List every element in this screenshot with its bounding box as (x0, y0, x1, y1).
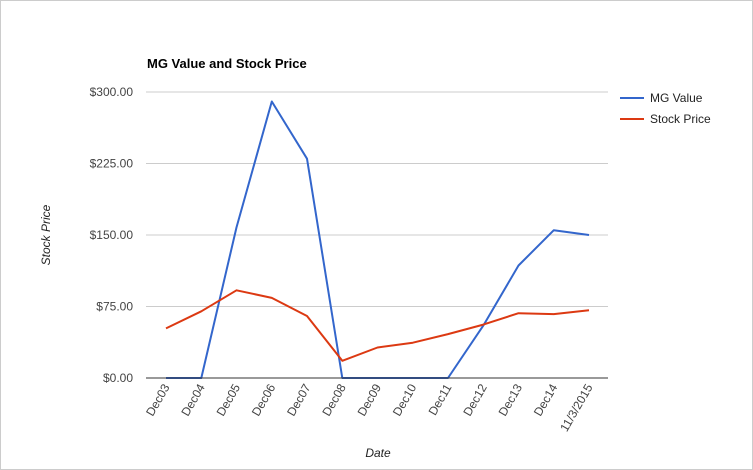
legend: MG Value Stock Price (620, 91, 711, 126)
legend-label: Stock Price (650, 112, 711, 126)
y-tick-label: $225.00 (90, 157, 134, 171)
chart-title: MG Value and Stock Price (147, 56, 307, 71)
y-tick-label: $150.00 (90, 228, 134, 242)
legend-label: MG Value (650, 91, 703, 105)
x-axis-title: Date (365, 446, 391, 460)
y-tick-label: $300.00 (90, 85, 134, 99)
gridlines (146, 91, 608, 307)
y-tick-label: $0.00 (103, 371, 133, 385)
series-line-2 (165, 289, 590, 362)
y-tick-label: $75.00 (96, 300, 133, 314)
y-axis-title: Stock Price (39, 204, 53, 265)
y-axis-ticks: $0.00 $75.00 $150.00 $225.00 $300.00 (90, 85, 134, 385)
